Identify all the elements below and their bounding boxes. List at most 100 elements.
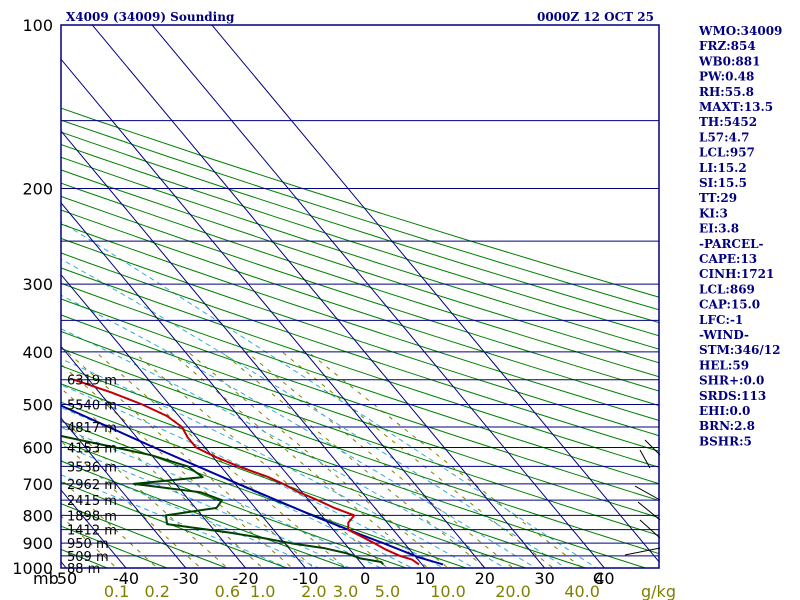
moist-adiabat-line [61,459,320,568]
mixing-ratio-tick-label: 3.0 [333,582,358,600]
index-item: KI:3 [699,206,728,220]
pressure-tick-label: 400 [22,343,53,362]
index-item: CAP:15.0 [699,298,760,312]
mixing-ratio-line [133,351,389,568]
temperature-tick-label: 0 [360,569,370,588]
dry-adiabat-line [61,107,659,298]
dry-adiabat-line [61,298,659,502]
dry-adiabat-line [61,282,659,485]
dry-adiabat-line [61,314,659,519]
dewpoint-trace-line [61,434,384,566]
skew-t-plot-area [0,13,659,580]
temperature-tick-label: C [593,569,604,588]
isotherm-line [151,25,606,568]
chart-title: X4009 (34009) Sounding [66,10,235,24]
mixing-ratio-tick-label: 5.0 [375,582,400,600]
isotherm-line [61,58,486,568]
dry-adiabat-line [61,347,659,555]
dry-adiabat-line [61,169,659,364]
isotherm-line [0,13,16,580]
isotherm-line [61,202,366,568]
temperature-tick-label: 40 [594,569,614,588]
temperature-tick-label: 20 [475,569,495,588]
pressure-tick-label: 500 [22,396,53,415]
dry-adiabat-line [61,223,659,421]
index-item: EHI:0.0 [699,404,750,418]
dry-adiabat-line [61,525,169,568]
wind-barbs [624,439,661,556]
index-item: LCL:869 [699,282,755,296]
temperature-tick-label: -30 [173,569,199,588]
index-item: CINH:1721 [699,267,774,281]
isotherm-line [61,130,426,568]
index-item: SHR+:0.0 [699,374,764,388]
mixing-ratio-line [61,440,202,568]
temperature-tick-label: 10 [415,569,435,588]
pressure-tick-label: 1000 [12,559,53,578]
mixing-ratio-tick-label: 0.2 [144,582,169,600]
moist-adiabat-line [61,258,567,568]
temperature-trace [73,378,420,566]
dry-adiabats [61,107,659,568]
mixing-ratio-line [281,351,554,568]
height-label: 2962 m [67,478,117,493]
mixing-ratio-line [246,351,514,568]
isotherms [0,13,659,580]
index-item: -PARCEL- [699,237,764,251]
pressure-tick-labels: 100 200 300 400 500 600 700 800 900 1000 [12,16,53,578]
index-item: PW:0.48 [699,70,754,84]
index-item: LCL:957 [699,146,755,160]
index-item: -WIND- [699,328,749,342]
wind-barb-icon [624,547,661,556]
pressure-tick-label: 900 [22,534,53,553]
index-item: LFC:-1 [699,313,743,327]
moist-adiabat-line [61,294,537,568]
moist-adiabat-line [61,444,351,568]
wind-barb-icon [639,519,661,539]
mixing-ratio-tick-label: 2.0 [301,582,326,600]
pressure-tick-label: 300 [22,275,53,294]
mixing-ratio-line [187,351,449,568]
height-label: 4817 m [67,421,117,436]
isotherm-line [61,417,187,568]
temperature-tick-label: 30 [534,569,554,588]
index-item: LI:15.2 [699,161,747,175]
mixing-ratio-line [307,351,583,568]
dry-adiabat-line [61,267,659,468]
mixing-ratio-tick-label: 10.0 [430,582,466,600]
temperature-tick-label: -40 [113,569,139,588]
index-item: CAPE:13 [699,252,757,266]
pressure-tick-label: 800 [22,506,53,525]
index-item: BSHR:5 [699,434,752,448]
height-label: 4153 m [67,442,117,457]
height-label: 509 m [67,550,109,565]
moist-adiabat-line [61,426,383,568]
pressure-tick-label: 600 [22,439,53,458]
dry-adiabat-line [61,401,528,568]
mixing-ratio-unit-label: g/kg [641,582,676,600]
temperature-tick-label: 50 [57,569,77,588]
mixing-ratio-tick-label: 40.0 [564,582,600,600]
wind-barb-icon [639,449,651,469]
temperature-tick-label: -20 [233,569,259,588]
wind-barb-icon [634,485,661,501]
index-item: HEL:59 [699,358,749,372]
index-item: SRDS:113 [699,389,766,403]
dry-adiabat-line [61,209,659,407]
index-item: FRZ:854 [699,39,756,53]
dry-adiabat-line [61,237,659,437]
index-item: WMO:34009 [698,24,782,38]
dry-adiabat-line [61,460,348,568]
mixing-ratio-line [61,387,264,568]
wind-barb-icon [637,501,661,521]
mixing-ratio-line [61,363,293,568]
index-item: EI:3.8 [699,222,739,236]
mixing-ratio-tick-label: 0.6 [215,582,240,600]
dry-adiabat-line [61,383,588,568]
index-item: RH:55.8 [699,85,754,99]
plot-frame [60,24,660,569]
index-item: L57:4.7 [699,130,749,144]
mixing-ratio-line [221,351,487,568]
